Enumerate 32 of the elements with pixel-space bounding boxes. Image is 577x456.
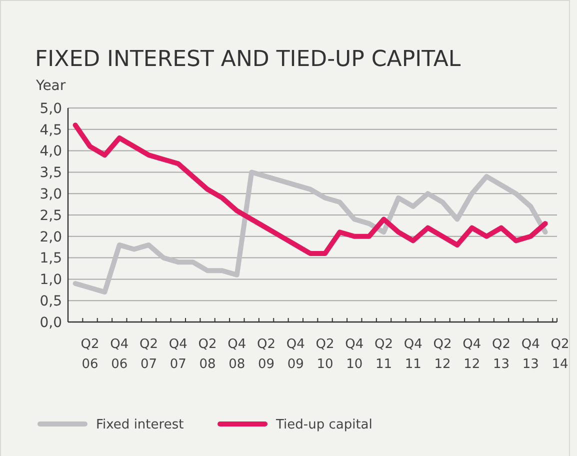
y-tick-label: 2,0 <box>40 229 62 246</box>
y-tick-label: 1,0 <box>40 272 62 288</box>
x-tick-label: Q4 06 <box>110 337 129 372</box>
y-axis-title: Year <box>35 78 66 94</box>
y-tick-label: 4,0 <box>40 144 62 160</box>
x-tick-label: Q2 08 <box>198 337 217 372</box>
y-tick-label: 4,5 <box>40 122 62 138</box>
y-tick-label: 2,5 <box>40 208 62 224</box>
x-tick-label: Q4 07 <box>168 337 188 372</box>
x-tick-label: Q2 12 <box>433 337 452 372</box>
x-tick-label: Q2 07 <box>140 337 158 372</box>
y-tick-label: 5,0 <box>40 100 62 117</box>
x-tick-label: Q4 08 <box>228 337 246 372</box>
x-tick-label: Q4 13 <box>521 337 540 372</box>
x-tick-label: Q4 12 <box>462 337 482 372</box>
x-tick-label: Q2 09 <box>257 337 276 372</box>
chart-title: FIXED INTEREST AND TIED-UP CAPITAL <box>35 47 462 72</box>
x-tick-label: Q4 10 <box>345 337 364 372</box>
x-tick-label: Q4 09 <box>286 337 305 372</box>
y-tick-label: 1,5 <box>40 250 62 267</box>
legend-label: Tied-up capital <box>275 418 372 433</box>
y-tick-label: 0,5 <box>40 294 62 310</box>
y-tick-label: 0,0 <box>40 314 62 331</box>
legend-label: Fixed interest <box>96 418 184 433</box>
x-tick-label: Q2 06 <box>80 337 100 372</box>
y-tick-label: 3,5 <box>40 165 62 182</box>
x-tick-label: Q2 11 <box>374 337 394 372</box>
x-tick-label: Q4 11 <box>404 337 422 372</box>
x-tick-label: Q2 14 <box>550 337 570 372</box>
y-tick-label: 3,0 <box>40 186 62 202</box>
x-tick-label: Q2 10 <box>316 337 334 372</box>
x-tick-label: Q2 13 <box>492 337 511 372</box>
